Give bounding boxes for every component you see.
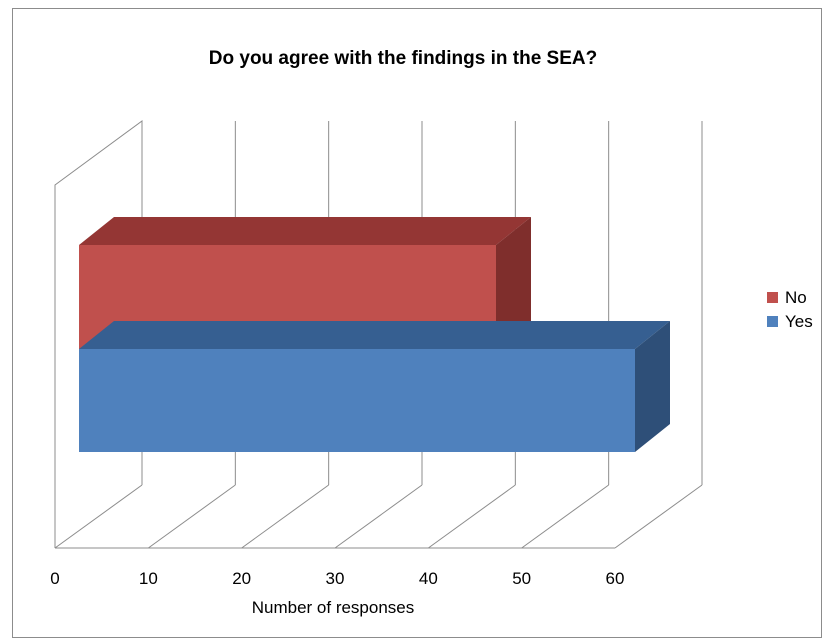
floor-gridline [148,484,236,549]
legend-swatch [767,292,778,303]
chart-area: Do you agree with the findings in the SE… [50,48,813,617]
floor-gridline [428,484,516,549]
legend-item-no: No [767,288,807,307]
x-tick-label: 60 [606,569,625,588]
x-tick-label: 0 [50,569,59,588]
chart-title: Do you agree with the findings in the SE… [209,48,597,69]
bar-side-face [496,217,531,350]
bar-front-face [79,349,635,452]
x-axis-label: Number of responses [252,598,415,617]
legend-swatch [767,316,778,327]
floor-gridline [241,484,329,549]
x-tick-label: 40 [419,569,438,588]
x-tick-label: 10 [139,569,158,588]
floor-gridline [54,484,143,549]
legend: No Yes [767,288,813,331]
legend-item-yes: Yes [767,312,813,331]
bar-yes [79,321,670,452]
floor-gridline [334,484,423,549]
x-tick-label: 50 [512,569,531,588]
x-tick-label: 20 [232,569,251,588]
floor-gridline [614,484,703,549]
legend-label: No [785,288,807,307]
bar-top-face [79,321,670,349]
bar-top-face [79,217,531,245]
legend-label: Yes [785,312,813,331]
bars [79,217,670,452]
bar-side-face [635,321,670,452]
x-tick-label: 30 [326,569,345,588]
x-tick-labels: 0 10 20 30 40 50 60 [50,569,624,588]
floor-gridline [521,484,609,549]
